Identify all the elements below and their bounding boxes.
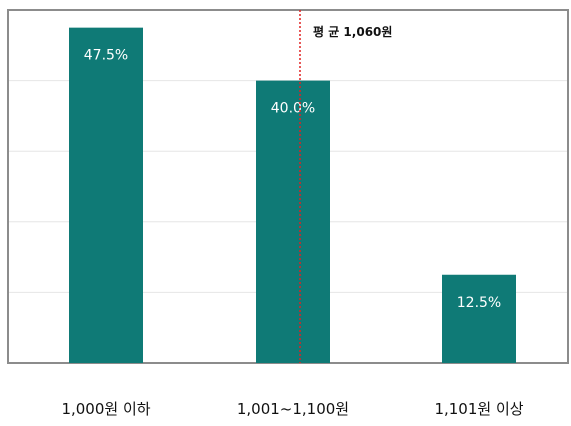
bar-value-label: 12.5%	[457, 295, 501, 311]
category-labels: 1,000원 이하 1,001~1,100원 1,101원 이상	[61, 400, 523, 418]
bar	[442, 274, 516, 363]
average-label: 평 균 1,060원	[313, 25, 392, 39]
category-label: 1,001~1,100원	[237, 400, 349, 418]
bar	[256, 80, 330, 363]
category-label: 1,101원 이상	[434, 400, 523, 418]
bars: 47.5% 40.0% 12.5%	[69, 27, 516, 364]
bar	[69, 27, 143, 364]
category-label: 1,000원 이하	[61, 400, 150, 418]
bar-value-label: 40.0%	[271, 101, 315, 117]
bar-value-label: 47.5%	[84, 48, 128, 64]
